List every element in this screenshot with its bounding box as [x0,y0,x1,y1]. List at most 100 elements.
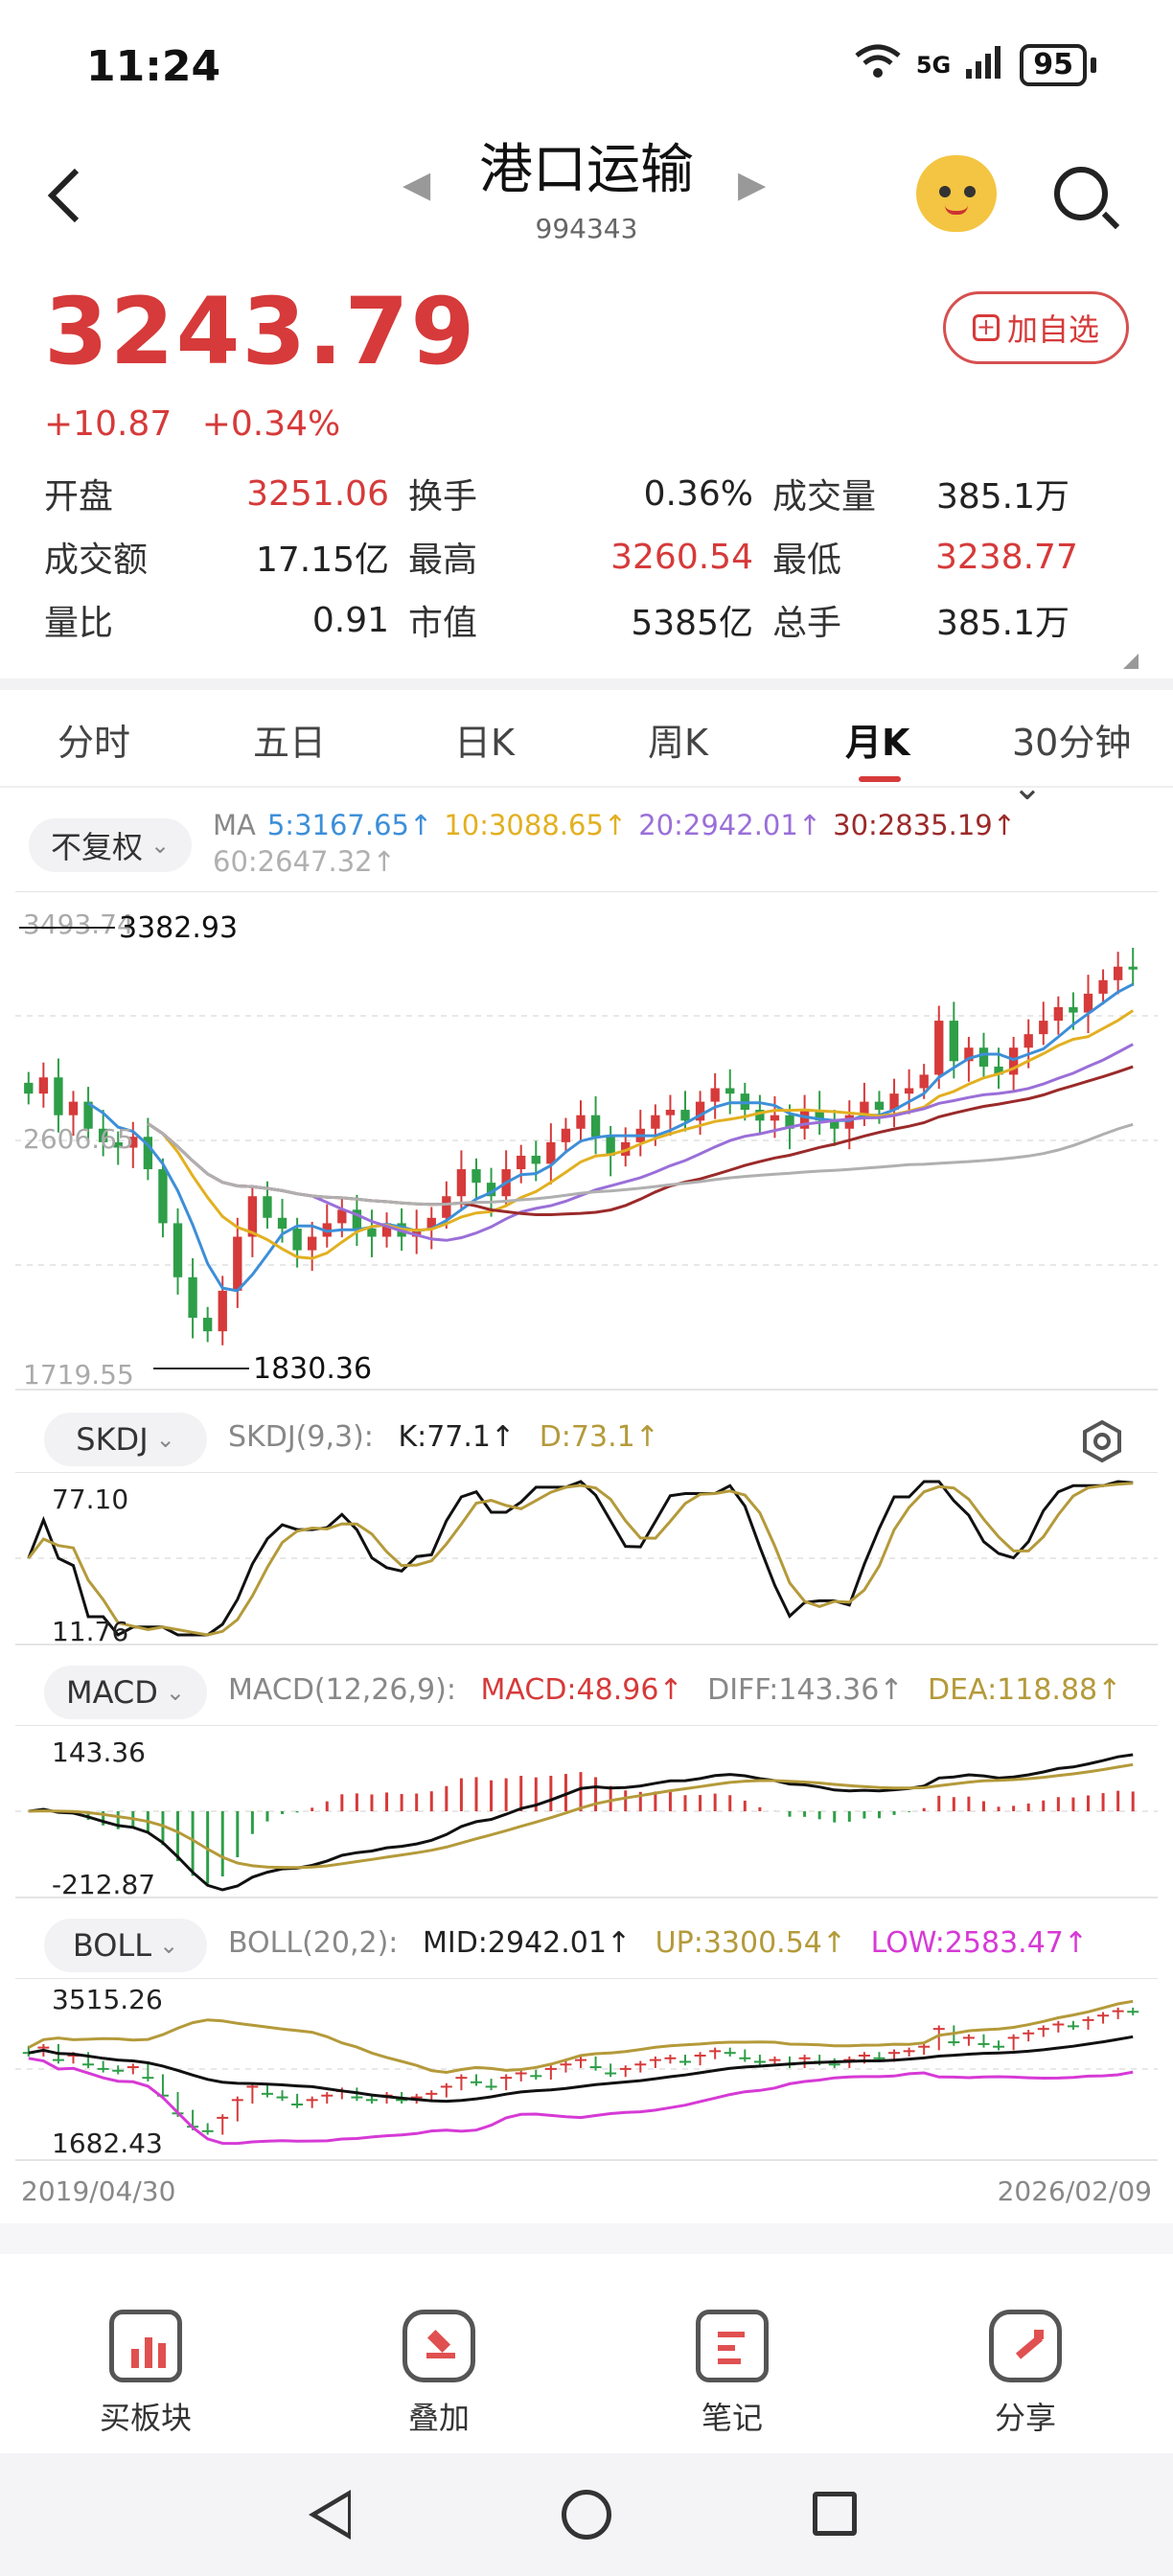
stat-item: 换手 0.36% [408,469,772,518]
boll-legend: BOLL ⌄ BOLL(20,2): MID:2942.01↑ UP:3300.5… [0,1911,1173,1978]
stat-item: 最低 3238.77 [772,532,1137,582]
adjust-select[interactable]: 不复权 ⌄ [29,818,192,872]
adjust-label: 不复权 [50,829,143,865]
add-favorite-button[interactable]: + 加自选 [943,291,1129,364]
ma-values: MA 5:3167.65↑ 10:3088.65↑ 20:2942.01↑ 30:283… [213,807,1027,880]
change-percent: +0.34% [201,404,341,444]
candle-body [308,1236,317,1251]
tab-1[interactable]: 五日 [253,722,327,764]
search-icon[interactable] [1054,167,1108,220]
chevron-down-icon: ⌄ [155,1426,175,1453]
bottom-action-bar: 买板块 叠加 笔记 分享 [0,2300,1173,2453]
battery-tip [1091,57,1096,73]
candle-body [815,1110,824,1121]
macd-select[interactable]: MACD ⌄ [44,1666,207,1719]
nav-home-icon[interactable] [562,2490,611,2540]
stats-row: 开盘 3251.06 换手 0.36% 成交量 385.1万 [44,462,1137,525]
candle-body [456,1169,467,1197]
candle-body [98,1128,108,1142]
stat-label: 市值 [408,604,478,643]
nav-recent-icon[interactable] [813,2492,857,2536]
chevron-down-icon: ⌄ [159,1932,179,1959]
ma-item: 10:3088.65↑ [444,809,628,841]
stats-row: 成交额 17.15亿 最高 3260.54 最低 3238.77 [44,525,1137,588]
price-change: +10.87 +0.34% [44,404,359,444]
status-bar: 11:24 5G 95 [0,0,1173,134]
candle-body [188,1276,197,1319]
share-button[interactable]: 分享 [930,2300,1121,2438]
nav-back-icon[interactable] [309,2490,351,2540]
boll-low-line [28,2057,1134,2146]
candle-body [725,1088,735,1094]
boll-chart[interactable]: 3515.26 1682.43 [0,1978,1173,2170]
candle-body [576,1115,586,1129]
stock-name: 港口运输 [479,139,694,201]
macd-params: MACD(12,26,9): [228,1673,456,1707]
candle-body [860,1101,869,1116]
expand-corner-icon[interactable] [1123,654,1138,669]
candle-body [651,1115,660,1129]
boll-min-label: 1682.43 [52,2128,163,2159]
candle-body [606,1137,615,1156]
prev-stock-button[interactable]: ◀ [402,163,431,205]
candle-body [695,1101,705,1121]
stat-item: 总手 385.1万 [772,595,1137,645]
notes-label: 笔记 [701,2400,763,2436]
candle-body [292,1229,302,1251]
macd-chart[interactable]: 143.36 -212.87 [0,1725,1173,1907]
skdj-k: K:77.1↑ [398,1420,516,1454]
candle-body [1128,966,1138,970]
candle-body [68,1101,79,1116]
candle-body [1069,1006,1078,1013]
candle-body [531,1155,540,1164]
tab-0[interactable]: 分时 [58,722,131,764]
stat-value: 3251.06 [246,473,389,514]
next-stock-button[interactable]: ▶ [738,163,767,205]
candle-body [785,1115,794,1129]
tab-4[interactable]: 月K [845,722,910,764]
candle-body [994,1066,1003,1075]
bar-chart-icon [109,2310,182,2382]
skdj-select[interactable]: SKDJ ⌄ [44,1413,207,1466]
candle-body [412,1229,422,1237]
tab-3[interactable]: 周K [648,722,708,764]
stat-label: 成交额 [44,540,149,580]
boll-select[interactable]: BOLL ⌄ [44,1919,207,1972]
kline-chart[interactable]: 3493.74 2606.65 1719.55 3382.93 1830.36 [0,891,1173,1399]
mascot-icon[interactable] [916,155,997,232]
candle-body [277,1217,288,1230]
back-button[interactable] [38,157,96,234]
start-date: 2019/04/30 [21,2175,176,2207]
current-price: 3243.79 [44,278,477,385]
stat-value: 0.36% [643,473,753,514]
macd-dea-line [28,1762,1134,1870]
overlay-button[interactable]: 叠加 [343,2300,535,2438]
candle-body [964,1047,974,1062]
active-tab-indicator [859,776,901,782]
tab-2[interactable]: 日K [454,722,515,764]
candle-body [590,1115,601,1138]
low-annotation: 1830.36 [253,1352,372,1386]
buy-sector-button[interactable]: 买板块 [50,2300,242,2438]
skdj-chart[interactable]: 77.10 11.76 [0,1472,1173,1654]
boll-params: BOLL(20,2): [228,1926,399,1960]
candle-body [218,1290,227,1332]
macd-dea: DEA:118.88↑ [928,1673,1122,1707]
skdj-label: SKDJ [76,1421,149,1458]
section-divider [0,2223,1173,2254]
candle-body [247,1196,258,1237]
ma-item: 5:3167.65↑ [266,809,433,841]
settings-icon[interactable] [1079,1418,1125,1468]
stat-item: 开盘 3251.06 [44,469,408,518]
skdj-params: SKDJ(9,3): [228,1420,374,1454]
tab-5[interactable]: 30分钟 ⌄ [1012,722,1132,808]
plus-icon: + [972,314,1000,341]
notes-button[interactable]: 笔记 [636,2300,828,2438]
candle-body [38,1077,49,1094]
ma-legend: 不复权 ⌄ MA 5:3167.65↑ 10:3088.65↑ 20:2942.01↑ 3… [0,801,1173,878]
stock-code: 994343 [535,213,638,244]
stat-value: 0.91 [311,600,389,640]
stats-row: 量比 0.91 市值 5385亿 总手 385.1万 [44,588,1137,652]
buy-sector-label: 买板块 [99,2400,192,2436]
candle-body [381,1223,392,1237]
